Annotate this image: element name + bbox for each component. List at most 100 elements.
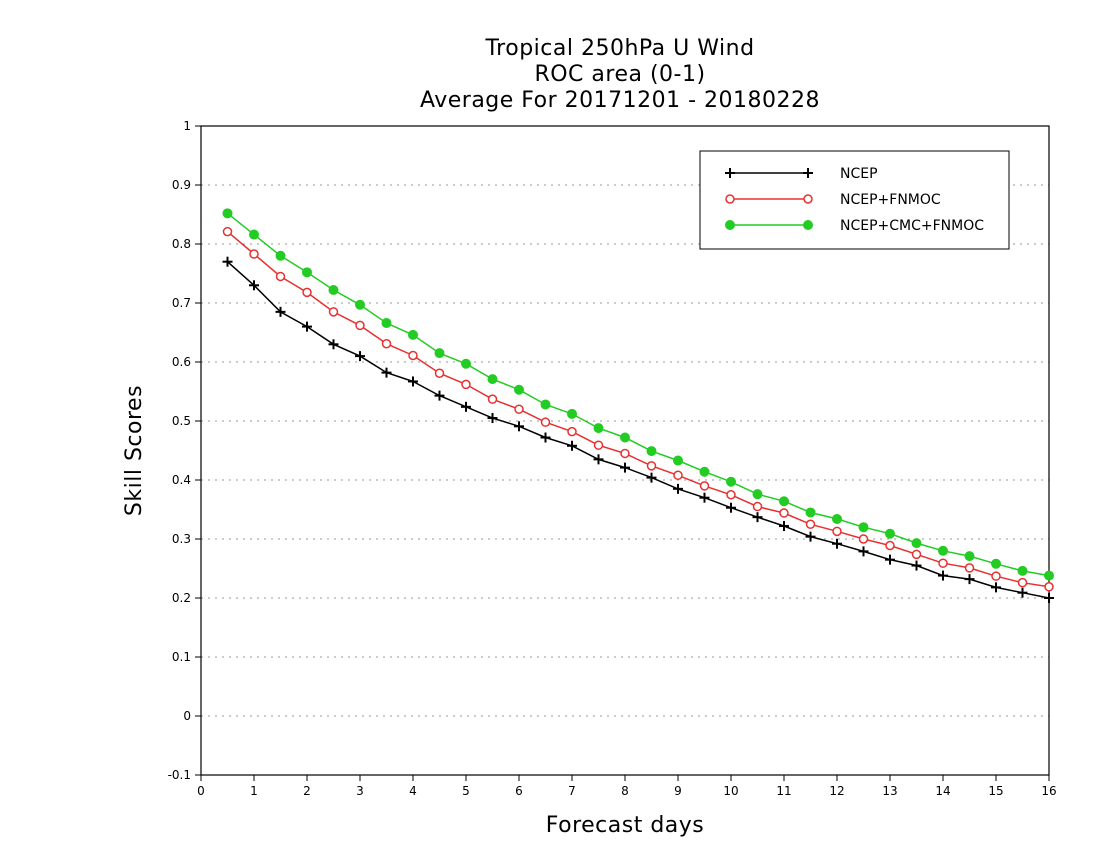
data-point: [487, 394, 498, 404]
x-tick-label: 4: [409, 784, 417, 798]
data-point: [408, 376, 418, 387]
data-point: [1044, 570, 1054, 581]
data-point: [567, 440, 577, 451]
data-point: [302, 321, 312, 332]
data-point: [832, 538, 842, 549]
legend-marker: [803, 220, 813, 230]
data-point: [858, 546, 869, 557]
data-point: [752, 512, 763, 523]
data-point: [434, 368, 445, 378]
x-tick-label: 13: [882, 784, 897, 798]
data-point: [646, 446, 657, 457]
x-tick-label: 3: [356, 784, 364, 798]
x-tick-label: 8: [621, 784, 629, 798]
x-tick-label: 16: [1041, 784, 1056, 798]
x-tick-label: 6: [515, 784, 523, 798]
x-tick-label: 14: [935, 784, 950, 798]
y-tick-label: 0.9: [172, 178, 191, 192]
chart-title-line-1: Tropical 250hPa U Wind: [485, 36, 755, 61]
data-point: [964, 574, 975, 585]
data-point: [938, 558, 948, 568]
data-point: [567, 426, 577, 437]
data-point: [991, 558, 1001, 569]
data-point: [726, 476, 736, 487]
data-point: [885, 528, 895, 539]
data-point: [461, 358, 471, 369]
legend-label: NCEP+CMC+FNMOC: [840, 218, 984, 234]
data-point: [964, 563, 975, 573]
data-point: [699, 492, 710, 503]
data-point: [540, 417, 551, 427]
data-point: [620, 462, 630, 473]
data-point: [381, 318, 392, 329]
y-tick-label: 0.7: [172, 296, 191, 310]
legend-marker: [725, 220, 735, 230]
data-point: [408, 329, 418, 340]
y-tick-label: 0.4: [172, 473, 191, 487]
legend-entry: NCEP+FNMOC: [725, 192, 941, 208]
y-tick-label: 0.6: [172, 355, 191, 369]
legend-entry: NCEP: [725, 166, 878, 182]
data-point: [275, 271, 286, 282]
x-tick-label: 10: [723, 784, 738, 798]
data-point: [275, 250, 286, 261]
data-point: [938, 570, 948, 581]
data-point: [938, 545, 948, 556]
data-point: [355, 299, 365, 310]
data-point: [1044, 582, 1054, 592]
legend-label: NCEP+FNMOC: [840, 192, 941, 208]
series-layer: [222, 208, 1054, 603]
data-point: [328, 339, 339, 350]
data-point: [779, 508, 789, 518]
data-point: [832, 513, 842, 524]
x-tick-label: 15: [988, 784, 1003, 798]
y-tick-label: 0.3: [172, 532, 191, 546]
data-point: [1017, 577, 1028, 588]
x-tick-label: 7: [568, 784, 576, 798]
series-ncep-fnmoc: [222, 226, 1054, 592]
data-point: [514, 404, 524, 414]
data-point: [328, 307, 339, 317]
data-point: [673, 455, 683, 466]
data-point: [222, 208, 233, 219]
series-ncep-cmc-fnmoc: [222, 208, 1054, 581]
data-point: [699, 481, 710, 491]
data-point: [991, 582, 1001, 593]
data-point: [593, 440, 604, 450]
data-point: [593, 454, 604, 465]
legend-marker: [725, 194, 735, 204]
data-point: [381, 367, 392, 378]
data-point: [964, 551, 975, 562]
y-axis-label: Skill Scores: [122, 385, 147, 516]
data-point: [779, 521, 789, 532]
data-point: [540, 432, 551, 443]
series-line: [227, 261, 1050, 599]
y-tick-label: 0: [183, 709, 191, 723]
legend-entry: NCEP+CMC+FNMOC: [725, 218, 984, 234]
data-point: [805, 519, 816, 529]
data-point: [222, 256, 233, 267]
x-tick-label: 12: [829, 784, 844, 798]
data-point: [355, 351, 365, 362]
data-point: [805, 531, 816, 542]
y-tick-label: -0.1: [168, 768, 191, 782]
data-point: [620, 448, 630, 459]
data-point: [487, 413, 498, 424]
data-point: [1017, 587, 1028, 598]
y-tick-label: 0.5: [172, 414, 191, 428]
legend-label: NCEP: [840, 166, 878, 182]
data-point: [249, 280, 259, 291]
data-point: [275, 306, 286, 317]
y-tick-label: 0.8: [172, 237, 191, 251]
data-point: [249, 229, 259, 240]
data-point: [991, 571, 1001, 581]
data-point: [911, 560, 922, 571]
chart-title-line-3: Average For 20171201 - 20180228: [419, 88, 821, 113]
data-point: [514, 384, 524, 395]
data-point: [408, 350, 418, 361]
data-point: [620, 432, 630, 443]
series-line: [227, 231, 1050, 588]
data-point: [699, 466, 710, 477]
data-point: [1044, 593, 1054, 603]
